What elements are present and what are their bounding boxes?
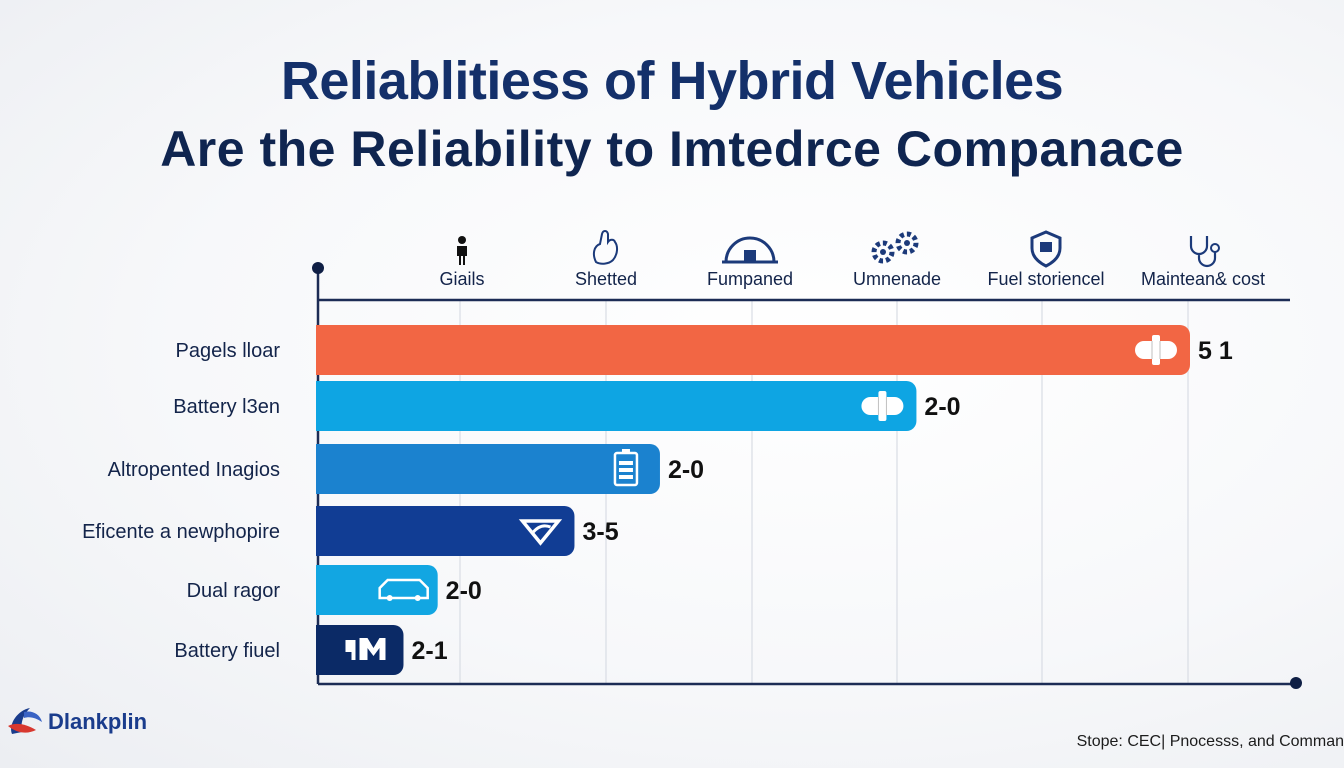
bar-item: 2-0 xyxy=(316,565,482,615)
x-axis-end-dot xyxy=(1290,677,1302,689)
shield-icon xyxy=(1030,230,1062,268)
subtitle-part-1: Are the Reliability to xyxy=(160,121,655,177)
bars-group: 5 1 2-0 2-0 3-5 2-0 2-1 xyxy=(316,325,1233,675)
logo-mark-icon xyxy=(8,708,42,734)
gears-icon xyxy=(871,231,919,264)
bar xyxy=(316,325,1190,375)
logo-text: Dlankplin xyxy=(48,709,148,734)
category-label: Eficente a newphopire xyxy=(82,521,280,543)
source-note: Stope: CEC| Pnocesss, and Comman xyxy=(1076,733,1344,750)
bar xyxy=(316,565,438,615)
category-label: Pagels lloar xyxy=(175,340,280,362)
bar-item: 2-0 xyxy=(316,381,961,431)
y-axis-end-dot xyxy=(312,262,324,274)
bar xyxy=(316,506,575,556)
bar-value-label: 2-0 xyxy=(668,456,704,484)
column-header: Umnenade xyxy=(853,231,941,289)
plus-capsule-icon xyxy=(861,391,904,421)
bar xyxy=(316,444,660,494)
car-icon xyxy=(378,578,429,601)
brand-logo: Dlankplin xyxy=(6,704,147,740)
row-labels: Pagels lloar Battery l3en Altropented Inag… xyxy=(82,340,280,662)
chart-title: Reliablitiess of Hybrid Vehicles xyxy=(280,51,1064,111)
bar-left-cap xyxy=(316,506,330,556)
column-header-label: Fuel storiencel xyxy=(987,269,1104,289)
column-headers: Giails Shetted Fumpaned Umnenade Fuel storie… xyxy=(439,230,1265,289)
column-header: Fuel storiencel xyxy=(987,230,1105,289)
dome-icon xyxy=(722,236,778,264)
bar-item: 2-1 xyxy=(316,625,448,675)
column-header: Fumpaned xyxy=(707,236,793,289)
bar-item: 3-5 xyxy=(316,506,619,556)
hand-icon xyxy=(592,230,619,265)
bar-left-cap xyxy=(316,381,330,431)
category-label: Battery l3en xyxy=(173,396,280,418)
column-header-label: Maintean& cost xyxy=(1141,269,1265,289)
column-header-label: Giails xyxy=(439,269,484,289)
column-header: Maintean& cost xyxy=(1141,236,1265,289)
stethoscope-icon xyxy=(1189,236,1220,268)
bar-left-cap xyxy=(316,325,330,375)
person-icon xyxy=(457,236,467,265)
column-header-label: Umnenade xyxy=(853,269,941,289)
column-header-label: Fumpaned xyxy=(707,269,793,289)
column-header: Shetted xyxy=(575,230,637,289)
battery-icon xyxy=(613,449,639,487)
bar-value-label: 2-1 xyxy=(411,637,447,665)
category-label: Dual ragor xyxy=(187,580,281,602)
bar-value-label: 5 1 xyxy=(1198,337,1233,365)
column-header-label: Shetted xyxy=(575,269,637,289)
bar-value-label: 3-5 xyxy=(582,518,618,546)
bar-item: 5 1 xyxy=(316,325,1233,375)
bar-left-cap xyxy=(316,444,330,494)
plus-capsule-icon xyxy=(1135,335,1177,365)
bar-left-cap xyxy=(316,625,330,675)
bar-left-cap xyxy=(316,565,330,615)
engine-icon xyxy=(345,638,386,660)
subtitle-part-2: Companace xyxy=(895,121,1184,177)
bar-item: 2-0 xyxy=(316,444,704,494)
category-label: Altropented Inagios xyxy=(108,459,280,481)
category-label: Battery fiuel xyxy=(174,640,280,662)
subtitle-part-bold: Imtedrce xyxy=(669,121,882,177)
bar-value-label: 2-0 xyxy=(924,393,960,421)
bar xyxy=(316,381,917,431)
signal-icon xyxy=(518,519,563,546)
bar-value-label: 2-0 xyxy=(446,577,482,605)
chart-subtitle: Are the Reliability to Imtedrce Companac… xyxy=(0,120,1344,178)
column-header: Giails xyxy=(439,236,485,289)
